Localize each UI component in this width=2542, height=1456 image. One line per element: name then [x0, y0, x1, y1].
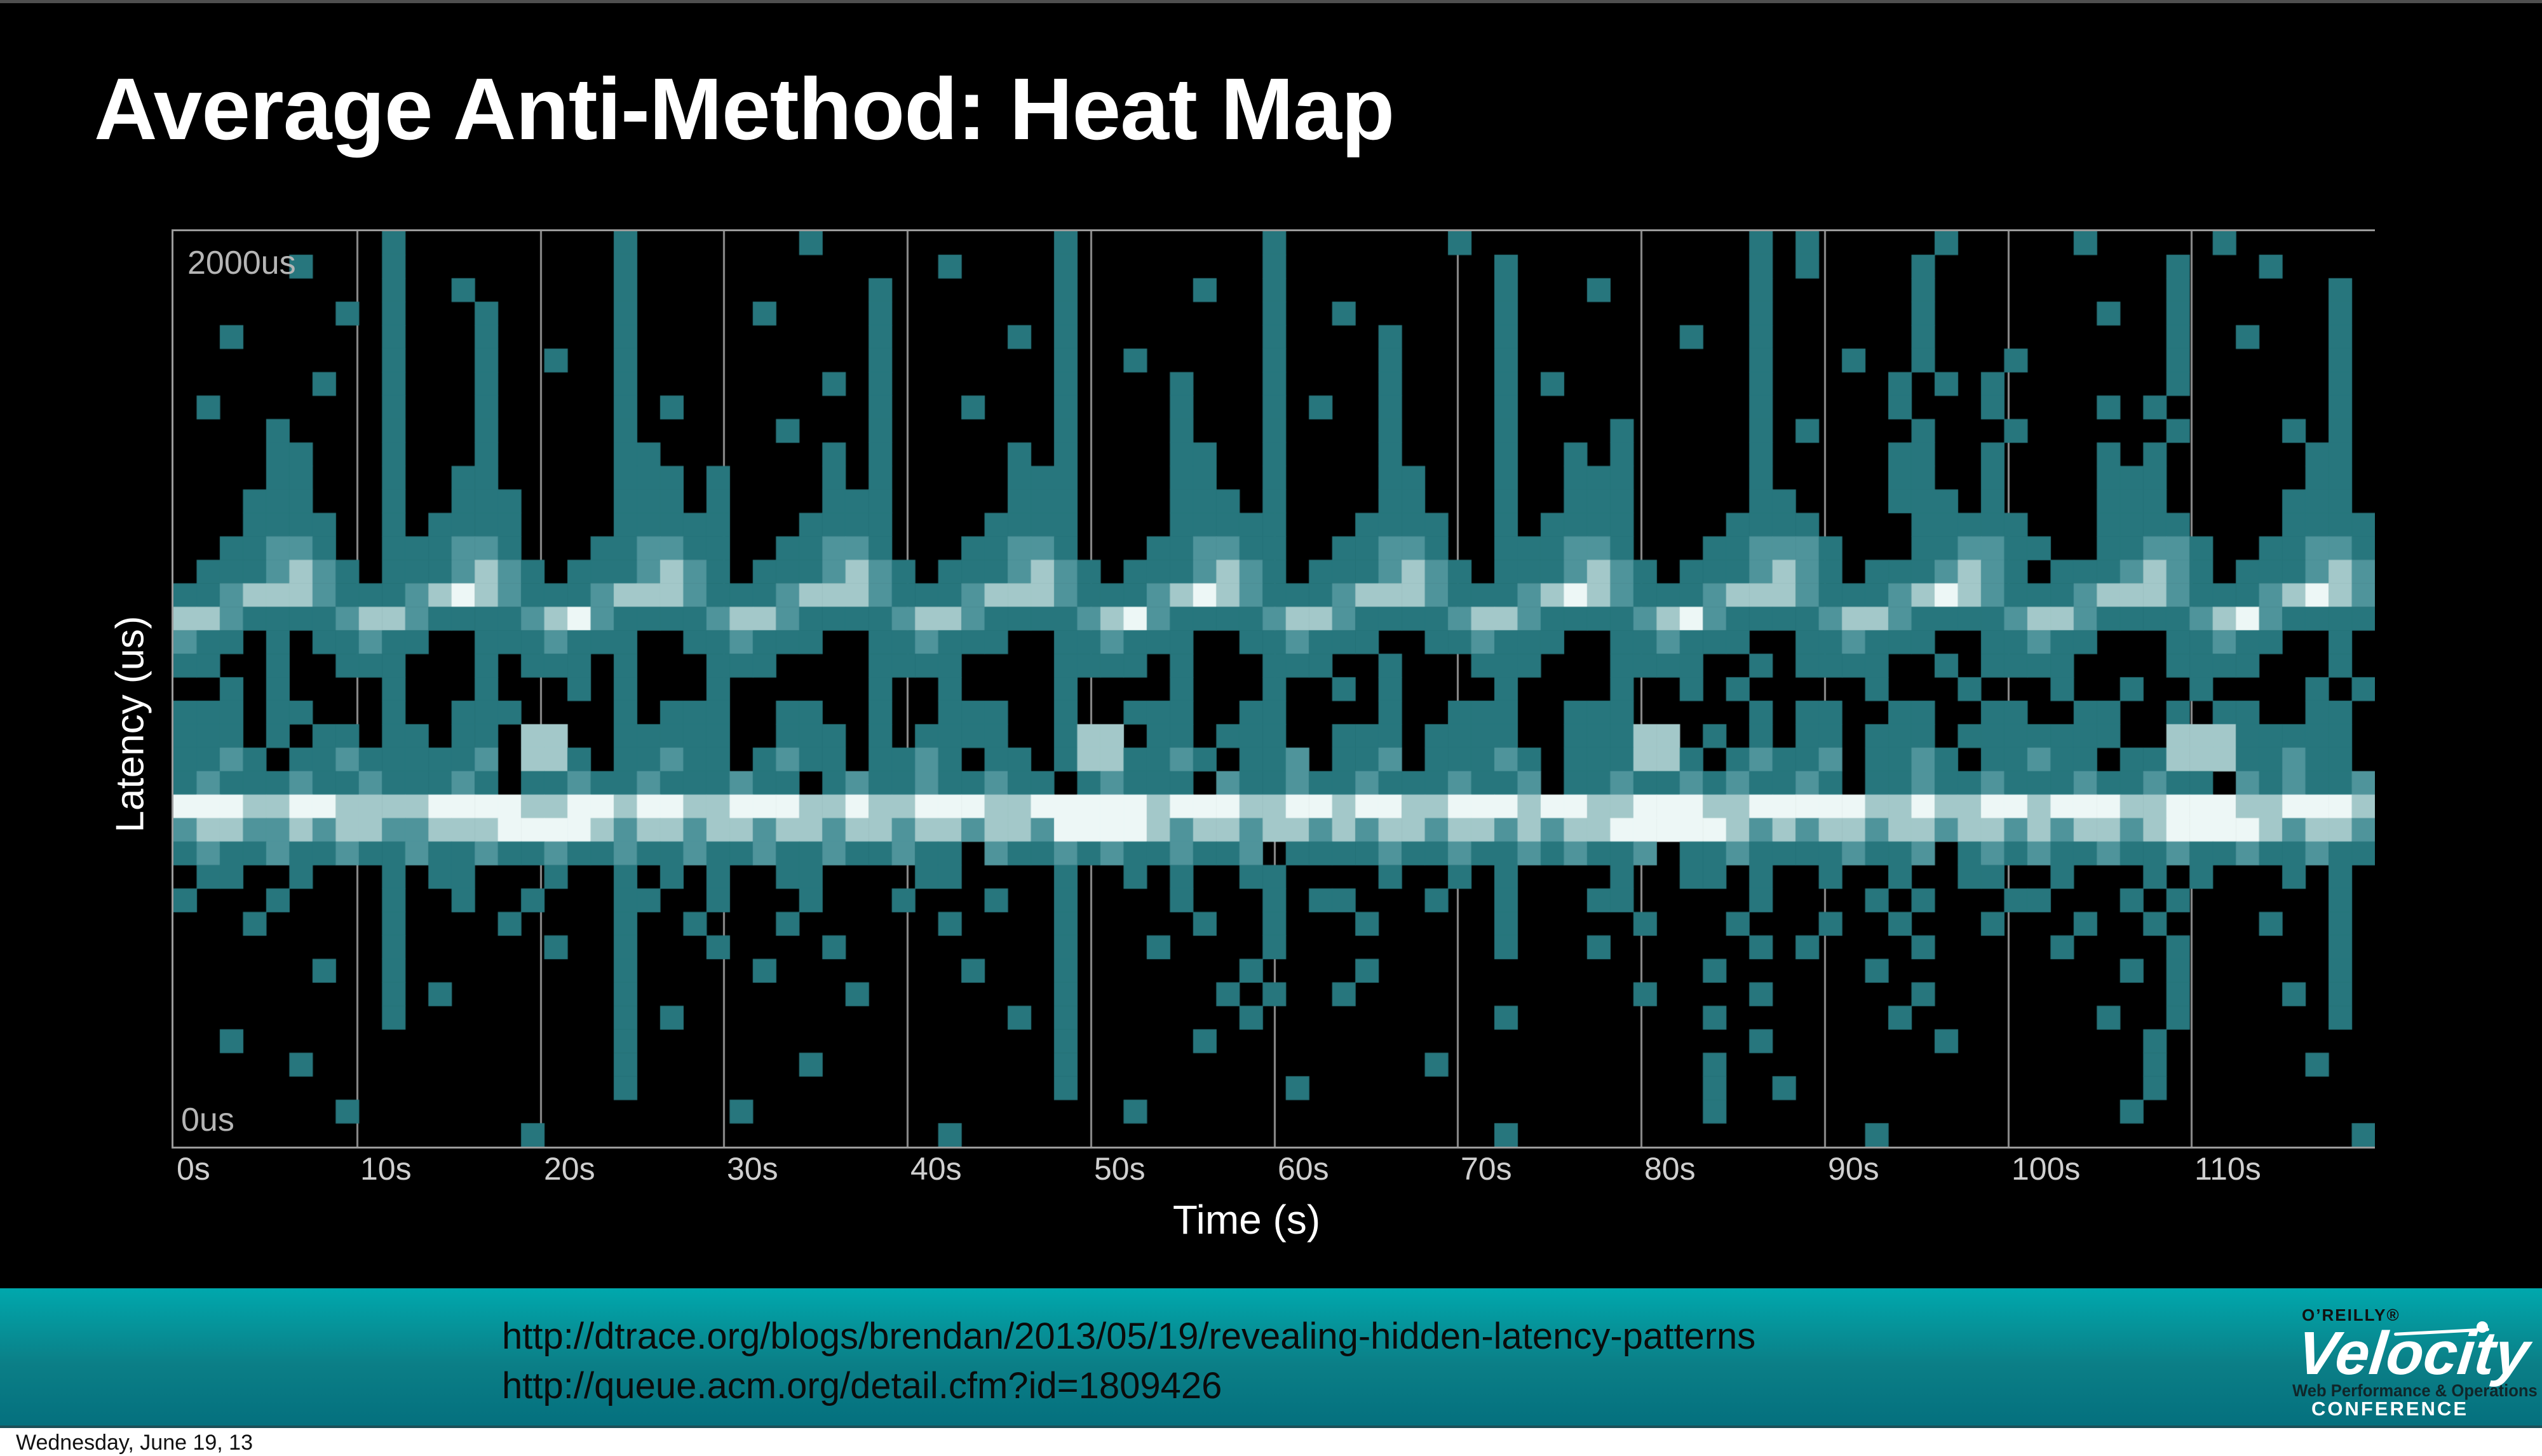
x-tick-label: 20s [544, 1151, 595, 1187]
y-axis-max-label: 2000us [187, 245, 296, 281]
x-tick-label: 50s [1094, 1151, 1146, 1187]
footer-link-acm-queue[interactable]: http://queue.acm.org/detail.cfm?id=18094… [502, 1365, 1222, 1406]
velocity-tagline-text: Web Performance & Operations [2292, 1381, 2538, 1400]
x-tick-label: 10s [360, 1151, 412, 1187]
footer-bar: http://dtrace.org/blogs/brendan/2013/05/… [0, 1288, 2542, 1428]
y-axis-min-label: 0us [181, 1102, 234, 1138]
x-tick-label: 100s [2011, 1151, 2081, 1187]
slide-date-note: Wednesday, June 19, 13 [16, 1431, 254, 1455]
x-tick-label: 30s [727, 1151, 778, 1187]
x-tick-label: 80s [1644, 1151, 1696, 1187]
y-axis-title: Latency (us) [108, 616, 152, 833]
velocity-conference-logo: O’REILLY® Velocity Web Performance & Ope… [2275, 1288, 2538, 1426]
x-tick-label: 110s [2194, 1151, 2261, 1187]
slide-background: Average Anti-Method: Heat Map 2000us 0us… [0, 3, 2542, 1288]
x-tick-label: 40s [910, 1151, 962, 1187]
slide-title: Average Anti-Method: Heat Map [94, 60, 1395, 158]
window-top-strip [0, 0, 2542, 3]
bottom-date-strip: Wednesday, June 19, 13 [0, 1428, 2542, 1456]
velocity-swoosh-dot-icon [2477, 1321, 2488, 1333]
x-axis-title: Time (s) [1172, 1197, 1321, 1243]
oreilly-logo-text: O’REILLY® [2302, 1305, 2400, 1325]
heatmap-canvas [173, 231, 2375, 1147]
velocity-conference-text: CONFERENCE [2311, 1398, 2468, 1420]
footer-link-dtrace[interactable]: http://dtrace.org/blogs/brendan/2013/05/… [502, 1316, 1756, 1357]
velocity-logo-text: Velocity [2294, 1319, 2533, 1387]
x-tick-label: 60s [1278, 1151, 1329, 1187]
heatmap-plot-area: 2000us 0us [172, 229, 2375, 1149]
x-tick-label: 90s [1828, 1151, 1879, 1187]
x-tick-label: 70s [1461, 1151, 1512, 1187]
x-tick-label: 0s [177, 1151, 210, 1187]
